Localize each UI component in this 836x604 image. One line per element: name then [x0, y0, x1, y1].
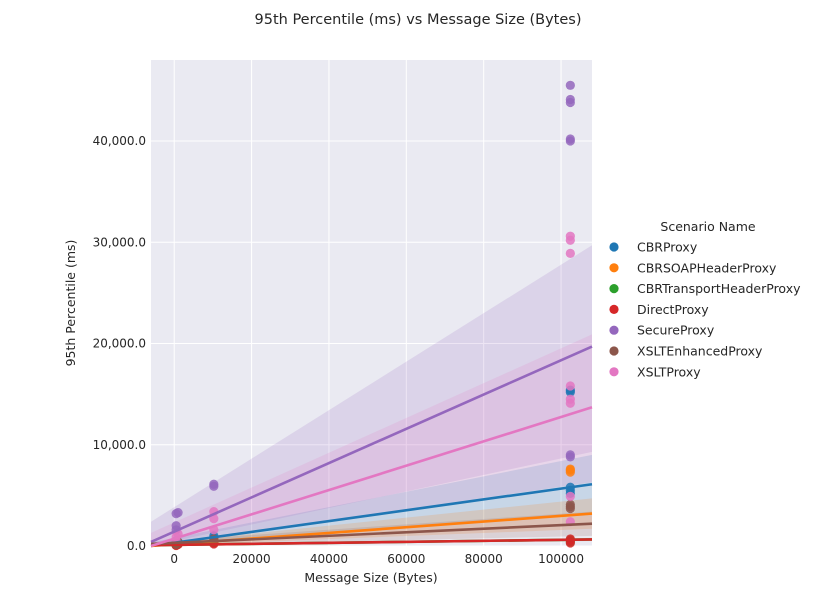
legend-marker-cbrtransport-header-proxy	[609, 284, 619, 294]
y-axis-label: 95th Percentile (ms)	[63, 240, 78, 367]
legend-label-xsltenhanced-proxy: XSLTEnhancedProxy	[637, 344, 763, 359]
legend-label-xsltproxy: XSLTProxy	[637, 364, 701, 379]
legend-title: Scenario Name	[660, 219, 756, 234]
secure-proxy-confidence-band	[151, 245, 592, 546]
secure-proxy-point	[565, 134, 575, 144]
legend-label-cbrtransport-header-proxy: CBRTransportHeaderProxy	[637, 281, 801, 296]
x-tick-label: 0	[170, 552, 178, 566]
cbrsoapheader-proxy-point	[565, 464, 575, 474]
secure-proxy-fit-line	[150, 345, 593, 544]
xsltproxy-point	[565, 381, 575, 391]
x-tick-label: 60000	[387, 552, 425, 566]
secure-proxy-point	[173, 507, 183, 518]
x-axis-label: Message Size (Bytes)	[304, 570, 437, 585]
legend-label-cbrproxy: CBRProxy	[637, 240, 698, 255]
y-tick-label: 30,000.0	[93, 235, 146, 249]
legend-marker-xsltproxy	[609, 367, 619, 377]
cbrproxy-fit-line	[150, 482, 593, 548]
y-tick-label: 20,000.0	[93, 337, 146, 351]
legend: Scenario Name CBRProxy CBRSOAPHeaderProxy…	[609, 219, 801, 379]
legend-label-cbrsoapheader-proxy: CBRSOAPHeaderProxy	[637, 260, 777, 275]
grid-lines	[151, 60, 592, 547]
secure-proxy-point	[565, 80, 575, 90]
x-tick-label: 100000	[538, 552, 584, 566]
legend-label-direct-proxy: DirectProxy	[637, 302, 709, 317]
legend-marker-direct-proxy	[609, 304, 619, 314]
xsltproxy-point	[565, 231, 575, 241]
legend-marker-secure-proxy	[609, 325, 619, 335]
y-tick-labels: 0.0 10,000.0 20,000.0 30,000.0 40,000.0	[93, 134, 146, 553]
chart-title: 95th Percentile (ms) vs Message Size (By…	[255, 12, 582, 28]
x-tick-label: 40000	[310, 552, 348, 566]
cbrproxy-confidence-band	[151, 454, 592, 546]
y-tick-label: 40,000.0	[93, 134, 146, 148]
regression-lines	[150, 345, 593, 548]
xsltproxy-fit-line	[150, 406, 593, 548]
legend-marker-xsltenhanced-proxy	[609, 346, 619, 356]
legend-marker-cbrsoapheader-proxy	[609, 263, 619, 273]
xsltproxy-point	[565, 491, 575, 501]
xsltenhanced-proxy-fit-line	[150, 522, 593, 546]
legend-label-secure-proxy: SecureProxy	[637, 323, 715, 338]
secure-proxy-point	[209, 479, 219, 489]
secure-proxy-point	[565, 94, 575, 105]
direct-proxy-fit-line	[150, 538, 593, 547]
secure-proxy-point	[565, 450, 575, 460]
secure-proxy-point	[171, 521, 181, 531]
xsltproxy-point	[565, 394, 575, 404]
y-tick-label: 10,000.0	[93, 438, 146, 452]
xsltproxy-point	[565, 248, 575, 258]
cbrsoapheader-proxy-confidence-band	[151, 498, 592, 546]
legend-marker-cbrproxy	[609, 242, 619, 252]
x-tick-label: 80000	[465, 552, 503, 566]
y-tick-label: 0.0	[127, 539, 146, 553]
x-tick-labels: 0 20000 40000 60000 80000 100000	[170, 552, 584, 566]
x-tick-label: 20000	[232, 552, 270, 566]
xsltenhanced-proxy-point	[565, 499, 575, 510]
